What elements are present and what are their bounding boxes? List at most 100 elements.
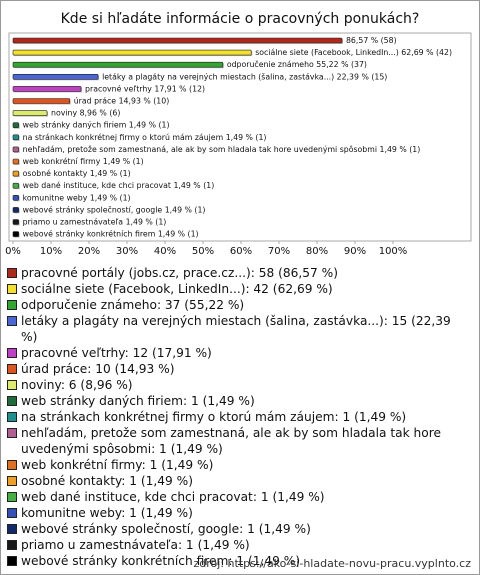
value-label: 1,49 % (1) xyxy=(173,181,214,190)
value-label: 1,49 % (1) xyxy=(158,230,199,239)
x-tick-label: 10% xyxy=(40,246,62,257)
x-tick-label: 50% xyxy=(192,246,214,257)
legend-swatch xyxy=(7,460,17,470)
category-label: sociálne siete (Facebook, LinkedIn...) xyxy=(255,48,399,57)
bar-label: priamo u zamestnávateľa 1,49 % (1) xyxy=(23,218,167,227)
legend-swatch xyxy=(7,476,17,486)
bar-label: 86,57 % (58) xyxy=(346,36,397,45)
legend-item: letáky a plagáty na verejných miestach (… xyxy=(7,313,469,345)
legend-label: pracovné veľtrhy: 12 (17,91 %) xyxy=(21,346,212,360)
legend-item: pracovné portály (jobs.cz, prace.cz...):… xyxy=(7,265,469,281)
bar-label: web stránky daných firiem 1,49 % (1) xyxy=(23,121,170,130)
bar-label: web konkrétní firmy 1,49 % (1) xyxy=(23,157,144,166)
x-tick-label: 0% xyxy=(5,246,21,257)
x-tick-label: 40% xyxy=(154,246,176,257)
legend-item: web konkrétní firmy: 1 (1,49 %) xyxy=(7,457,469,473)
bar xyxy=(12,49,252,56)
legend-swatch xyxy=(7,540,17,550)
legend-label: letáky a plagáty na verejných miestach (… xyxy=(21,314,451,344)
legend-swatch xyxy=(7,364,17,374)
legend-swatch xyxy=(7,284,17,294)
value-label: 55,22 % (37) xyxy=(316,60,367,69)
category-label: priamo u zamestnávateľa xyxy=(23,218,124,227)
legend-label: sociálne siete (Facebook, LinkedIn...): … xyxy=(21,282,333,296)
bar-label: pracovné veľtrhy 17,91 % (12) xyxy=(85,84,205,93)
legend-label: priamo u zamestnávateľa: 1 (1,49 %) xyxy=(21,538,250,552)
chart: Kde si hľadáte informácie o pracovných p… xyxy=(5,11,472,257)
bar xyxy=(12,146,19,153)
bar xyxy=(12,158,19,165)
legend-swatch xyxy=(7,300,17,310)
category-label: web dané instituce, kde chci pracovat xyxy=(23,181,171,190)
source: zdroj: https://ako-si-hladate-novu-pracu… xyxy=(193,557,472,570)
legend-label: web dané instituce, kde chci pracovat: 1… xyxy=(21,490,325,504)
legend-item: úrad práce: 10 (14,93 %) xyxy=(7,361,469,377)
legend-swatch xyxy=(7,556,17,566)
bar xyxy=(12,98,71,104)
category-label: webové stránky konkrétních firem xyxy=(23,230,156,239)
legend-swatch xyxy=(7,492,17,502)
bar-label: úrad práce 14,93 % (10) xyxy=(74,97,170,106)
legend-swatch xyxy=(7,428,17,438)
bar-label: noviny 8,96 % (6) xyxy=(51,109,120,118)
value-label: 14,93 % (10) xyxy=(119,97,170,106)
legend-label: web konkrétní firmy: 1 (1,49 %) xyxy=(21,458,214,472)
legend-swatch xyxy=(7,348,17,358)
bar-label: komunitne weby 1,49 % (1) xyxy=(23,193,131,202)
legend-label: pracovné portály (jobs.cz, prace.cz...):… xyxy=(21,266,338,280)
bar-label: web dané instituce, kde chci pracovat 1,… xyxy=(23,181,215,190)
value-label: 1,49 % (1) xyxy=(165,205,206,214)
bar xyxy=(12,74,99,80)
legend-item: webové stránky společností, google: 1 (1… xyxy=(7,521,469,537)
plot-frame xyxy=(8,32,472,242)
x-tick-label: 90% xyxy=(344,246,366,257)
bar xyxy=(12,207,19,213)
legend-swatch xyxy=(7,524,17,534)
legend-item: nehľadám, pretože som zamestnaná, ale ak… xyxy=(7,425,469,457)
legend-label: osobné kontakty: 1 (1,49 %) xyxy=(21,474,194,488)
category-label: pracovné veľtrhy xyxy=(85,84,152,93)
legend-item: priamo u zamestnávateľa: 1 (1,49 %) xyxy=(7,537,469,553)
legend-swatch xyxy=(7,412,17,422)
category-label: úrad práce xyxy=(74,97,117,106)
value-label: 1,49 % (1) xyxy=(380,145,421,154)
bar xyxy=(12,170,19,177)
legend-label: komunitne weby: 1 (1,49 %) xyxy=(21,506,193,520)
bar xyxy=(12,195,19,201)
value-label: 1,49 % (1) xyxy=(90,193,131,202)
legend-item: komunitne weby: 1 (1,49 %) xyxy=(7,505,469,521)
legend-label: noviny: 6 (8,96 %) xyxy=(21,378,133,392)
legend-item: webové stránky konkrétních firem: 1 (1,4… xyxy=(7,553,469,569)
category-label: odporučenie známeho xyxy=(227,60,314,69)
value-label: 86,57 % (58) xyxy=(346,36,397,45)
legend-item: web dané instituce, kde chci pracovat: 1… xyxy=(7,489,469,505)
bar xyxy=(12,86,82,92)
bar-label: osobné kontakty 1,49 % (1) xyxy=(23,169,131,178)
legend-swatch xyxy=(7,316,17,326)
bar-label: odporučenie známeho 55,22 % (37) xyxy=(227,60,367,69)
category-label: letáky a plagáty na verejných miestach (… xyxy=(102,72,334,81)
category-label: osobné kontakty xyxy=(23,169,88,178)
legend-swatch xyxy=(7,268,17,278)
x-tick-label: 70% xyxy=(268,246,290,257)
legend-label: webové stránky společností, google: 1 (1… xyxy=(21,522,311,536)
legend-item: sociálne siete (Facebook, LinkedIn...): … xyxy=(7,281,469,297)
bar xyxy=(12,61,224,68)
bar-label: webové stránky společností, google 1,49 … xyxy=(23,205,206,214)
bar-label: webové stránky konkrétních firem 1,49 % … xyxy=(23,230,199,239)
bar-label: na stránkach konkrétnej firmy o ktorú má… xyxy=(23,133,267,142)
category-label: nehľadám, pretože som zamestnaná, ale ak… xyxy=(23,145,377,154)
value-label: 8,96 % (6) xyxy=(80,109,121,118)
x-tick-label: 30% xyxy=(116,246,138,257)
bar-label: nehľadám, pretože som zamestnaná, ale ak… xyxy=(23,145,421,154)
legend-item: web stránky daných firiem: 1 (1,49 %) xyxy=(7,393,469,409)
legend-label: úrad práce: 10 (14,93 %) xyxy=(21,362,175,376)
value-label: 1,49 % (1) xyxy=(90,169,131,178)
bar xyxy=(12,182,19,189)
category-label: komunitne weby xyxy=(23,193,88,202)
legend-swatch xyxy=(7,396,17,406)
x-tick-label: 80% xyxy=(306,246,328,257)
category-label: web stránky daných firiem xyxy=(23,121,127,130)
legend-label: odporučenie známeho: 37 (55,22 %) xyxy=(21,298,245,312)
